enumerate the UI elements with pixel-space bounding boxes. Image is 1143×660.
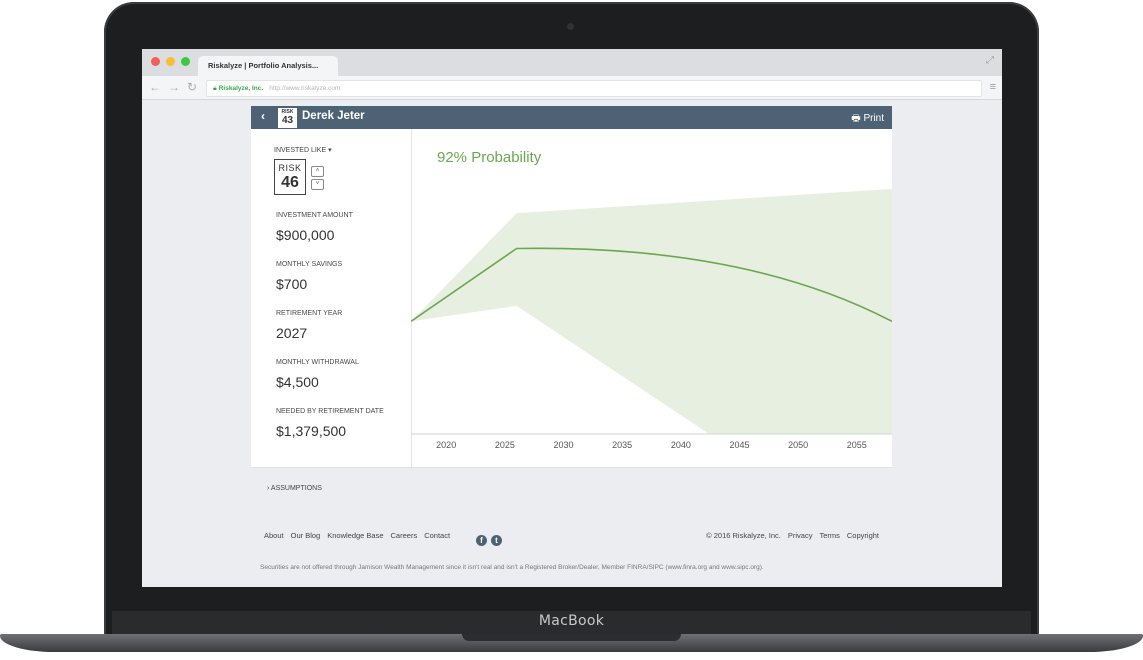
- footer-link-terms[interactable]: Terms: [819, 531, 840, 540]
- close-window-button[interactable]: [151, 57, 160, 66]
- footer-link-copyright[interactable]: Copyright: [846, 531, 879, 540]
- facebook-icon[interactable]: f: [476, 535, 487, 546]
- field-label: MONTHLY WITHDRAWAL: [276, 359, 359, 366]
- reload-icon[interactable]: ↻: [187, 80, 198, 94]
- back-arrow-icon[interactable]: ←: [149, 80, 161, 94]
- fullscreen-icon[interactable]: ⤢: [986, 55, 994, 66]
- probability-chart: 92% Probability 2020 2025 2030 2035 2040 2045…: [411, 129, 892, 467]
- retirement-year-value[interactable]: 2027: [276, 325, 308, 341]
- device-brand: MacBook: [538, 613, 605, 629]
- risk-decrease-button[interactable]: ˅: [311, 179, 324, 190]
- probability-title: 92% Probability: [437, 149, 542, 166]
- forward-arrow-icon[interactable]: →: [168, 80, 180, 94]
- field-label: MONTHLY SAVINGS: [276, 261, 343, 268]
- assumptions-toggle[interactable]: › ASSUMPTIONS: [251, 467, 892, 510]
- assumptions-label: ASSUMPTIONS: [270, 485, 322, 492]
- footer-link-privacy[interactable]: Privacy: [787, 531, 813, 540]
- inputs-sidebar: INVESTED LIKE ▾ RISK 46 ˄ ˅ INVESTMENT A…: [251, 129, 412, 467]
- printer-icon: 🖶︎: [851, 113, 861, 124]
- x-tick-label: 2030: [553, 440, 573, 450]
- browser-tab[interactable]: Riskalyze | Portfolio Analysis...: [198, 56, 338, 76]
- invested-like-dropdown[interactable]: INVESTED LIKE ▾: [274, 146, 332, 154]
- print-label: Print: [863, 113, 884, 124]
- url-text: http://www.riskalyze.com: [269, 85, 341, 92]
- laptop-notch: [462, 634, 681, 641]
- risk-badge-number: 43: [281, 115, 294, 126]
- x-tick-label: 2035: [612, 440, 632, 450]
- analysis-panel: INVESTED LIKE ▾ RISK 46 ˄ ˅ INVESTMENT A…: [251, 129, 892, 467]
- twitter-icon[interactable]: t: [491, 535, 502, 546]
- screen: Riskalyze | Portfolio Analysis... ⤢ ← → …: [142, 49, 1002, 587]
- field-label: INVESTMENT AMOUNT: [276, 212, 353, 219]
- footer-link-about[interactable]: About: [264, 531, 284, 540]
- footer-link-knowledge-base[interactable]: Knowledge Base: [327, 531, 384, 540]
- monthly-withdrawal-value[interactable]: $4,500: [276, 374, 319, 390]
- footer-link-blog[interactable]: Our Blog: [290, 531, 321, 540]
- footer-link-contact[interactable]: Contact: [424, 531, 451, 540]
- address-bar[interactable]: 🔒︎ Riskalyze, Inc. http://www.riskalyze.co…: [206, 80, 982, 97]
- probability-band: [411, 188, 892, 434]
- maximize-window-button[interactable]: [181, 57, 190, 66]
- chart-svg: 2020 2025 2030 2035 2040 2045 2050 2055: [411, 188, 892, 450]
- investment-amount-value[interactable]: $900,000: [276, 227, 335, 243]
- needed-by-retirement-value[interactable]: $1,379,500: [276, 423, 347, 439]
- invested-risk-badge: RISK 46: [274, 159, 306, 195]
- risk-badge-number: 46: [281, 174, 299, 191]
- secure-site-name: Riskalyze, Inc.: [218, 85, 264, 92]
- field-label: NEEDED BY RETIREMENT DATE: [276, 408, 384, 415]
- minimize-window-button[interactable]: [166, 57, 175, 66]
- disclaimer: Securities are not offered through Jamis…: [260, 564, 764, 571]
- risk-badge-label: RISK: [281, 109, 294, 115]
- browser-titlebar: Riskalyze | Portfolio Analysis... ⤢: [142, 49, 1002, 76]
- x-tick-label: 2055: [847, 440, 867, 450]
- risk-stepper: ˄ ˅: [311, 166, 324, 190]
- print-button[interactable]: 🖶︎ Print: [851, 111, 884, 128]
- footer-links: About Our Blog Knowledge Base Careers Contac…: [264, 531, 457, 540]
- laptop-base: [0, 634, 1143, 652]
- median-projection-line: [411, 247, 892, 323]
- monthly-savings-value[interactable]: $700: [276, 276, 308, 292]
- x-tick-label: 2040: [671, 440, 691, 450]
- invested-like-label: INVESTED LIKE: [274, 147, 327, 154]
- chevron-right-icon: ›: [267, 485, 270, 492]
- camera: [567, 23, 574, 30]
- app-header: ‹ RISK 43 Derek Jeter 🖶︎ Print: [251, 106, 892, 129]
- browser-navbar: ← → ↻ 🔒︎ Riskalyze, Inc. http://www.riskal…: [142, 76, 1002, 100]
- risk-badge-label: RISK: [278, 163, 302, 173]
- back-chevron-icon[interactable]: ‹: [261, 109, 265, 123]
- copyright-text: © 2016 Riskalyze, Inc.: [706, 531, 781, 540]
- client-risk-badge: RISK 43: [278, 108, 297, 128]
- risk-increase-button[interactable]: ˄: [311, 166, 324, 177]
- lock-icon: 🔒︎: [213, 85, 217, 92]
- hamburger-menu-icon[interactable]: ≡: [989, 81, 996, 93]
- footer-link-careers[interactable]: Careers: [390, 531, 418, 540]
- x-tick-label: 2050: [788, 440, 808, 450]
- footer-legal: © 2016 Riskalyze, Inc. Privacy Terms Copyri…: [699, 531, 879, 540]
- x-tick-label: 2020: [436, 440, 456, 450]
- client-name: Derek Jeter: [302, 110, 365, 122]
- laptop-chin: [112, 611, 1031, 635]
- caret-down-icon: ▾: [328, 147, 332, 154]
- x-tick-label: 2025: [495, 440, 515, 450]
- field-label: RETIREMENT YEAR: [276, 310, 343, 317]
- x-tick-label: 2045: [729, 440, 749, 450]
